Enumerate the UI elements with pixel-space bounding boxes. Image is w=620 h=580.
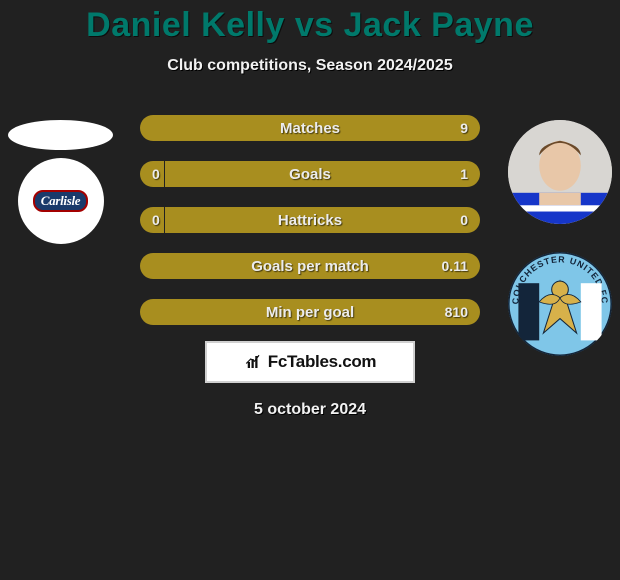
stat-right-value: 0.11 xyxy=(442,258,468,274)
club-right-badge: COLCHESTER UNITED FC xyxy=(508,252,612,356)
subtitle: Club competitions, Season 2024/2025 xyxy=(0,57,620,75)
player-photo-icon xyxy=(508,120,612,224)
stat-right-segment: 810 xyxy=(152,299,480,325)
stat-right-value: 1 xyxy=(460,166,468,182)
date-label: 5 october 2024 xyxy=(0,401,620,419)
stat-left-segment xyxy=(140,253,152,279)
stat-row: 0.11Goals per match xyxy=(140,253,480,279)
page-title: Daniel Kelly vs Jack Payne xyxy=(0,0,620,45)
player-right-avatar xyxy=(508,120,612,224)
club-left-badge: Carlisle xyxy=(18,158,104,244)
stat-row: 01Goals xyxy=(140,161,480,187)
stat-row: 810Min per goal xyxy=(140,299,480,325)
player-left-avatar-placeholder xyxy=(8,120,113,150)
stat-row: 9Matches xyxy=(140,115,480,141)
stat-right-value: 810 xyxy=(445,304,468,320)
stat-right-value: 0 xyxy=(460,212,468,228)
stat-left-segment: 0 xyxy=(140,207,164,233)
stat-left-value: 0 xyxy=(152,212,160,228)
stats-container: 9Matches01Goals00Hattricks0.11Goals per … xyxy=(140,115,480,325)
stat-left-segment xyxy=(140,115,152,141)
colchester-crest-icon: COLCHESTER UNITED FC xyxy=(508,252,612,356)
left-player-column: Carlisle xyxy=(8,120,113,244)
stat-right-value: 9 xyxy=(460,120,468,136)
right-player-column: COLCHESTER UNITED FC xyxy=(508,120,612,356)
stat-right-segment: 1 xyxy=(165,161,480,187)
stat-row: 00Hattricks xyxy=(140,207,480,233)
stat-left-value: 0 xyxy=(152,166,160,182)
source-label: FcTables.com xyxy=(268,352,377,372)
comparison-banner: Daniel Kelly vs Jack Payne Club competit… xyxy=(0,0,620,455)
stat-left-segment xyxy=(140,299,152,325)
fctables-icon xyxy=(244,353,262,371)
source-watermark: FcTables.com xyxy=(205,341,415,383)
carlisle-wordmark: Carlisle xyxy=(33,190,89,212)
stat-right-segment: 9 xyxy=(152,115,480,141)
stat-right-segment: 0 xyxy=(165,207,480,233)
stat-right-segment: 0.11 xyxy=(152,253,480,279)
stat-left-segment: 0 xyxy=(140,161,164,187)
